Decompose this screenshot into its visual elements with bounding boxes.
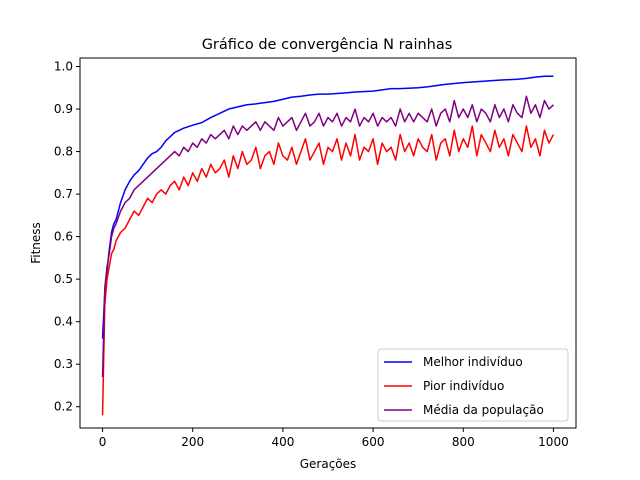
y-tick-label: 0.6 <box>54 230 73 244</box>
series-layer <box>101 75 555 416</box>
legend-label-2: Média da população <box>423 403 544 417</box>
legend-box <box>377 348 569 422</box>
x-axis-ticks: 0 200 400 600 800 1000 <box>99 428 569 449</box>
legend-label-1: Pior indivíduo <box>423 379 504 393</box>
legend-label-0: Melhor indivíduo <box>423 355 523 369</box>
x-tick-label: 400 <box>271 435 294 449</box>
plot-frame <box>79 57 577 429</box>
y-tick-label: 0.4 <box>54 315 73 329</box>
x-tick-label: 800 <box>452 435 475 449</box>
y-axis-ticks: 0.2 0.3 0.4 0.5 0.6 0.7 0.8 0.9 1.0 <box>54 60 80 414</box>
y-tick-label: 0.5 <box>54 272 73 286</box>
y-tick-label: 0.3 <box>54 357 73 371</box>
series-line-2 <box>101 95 554 377</box>
x-tick-label: 1000 <box>538 435 569 449</box>
x-tick-label: 0 <box>99 435 107 449</box>
legend: Melhor indivíduo Pior indivíduo Média da p… <box>377 348 569 422</box>
x-axis-label: Gerações <box>300 457 357 471</box>
y-tick-label: 0.9 <box>54 102 73 116</box>
y-axis-label: Fitness <box>29 222 43 264</box>
series-line-0 <box>101 75 554 339</box>
y-tick-label: 0.2 <box>54 400 73 414</box>
series-line-1 <box>101 125 555 416</box>
y-tick-label: 0.8 <box>54 145 73 159</box>
y-tick-label: 0.7 <box>54 187 73 201</box>
x-tick-label: 200 <box>181 435 204 449</box>
chart-title: Gráfico de convergência N rainhas <box>202 37 453 53</box>
x-tick-label: 600 <box>362 435 385 449</box>
y-tick-label: 1.0 <box>54 60 73 74</box>
